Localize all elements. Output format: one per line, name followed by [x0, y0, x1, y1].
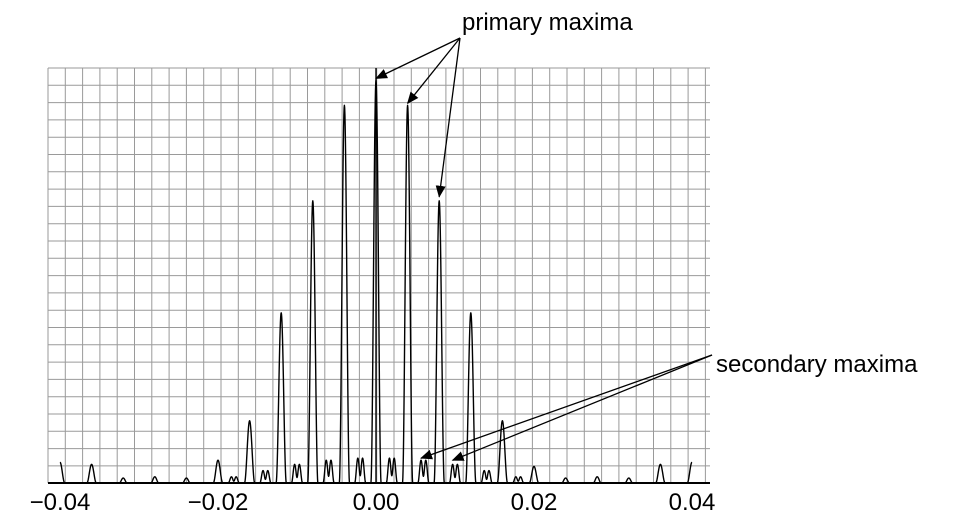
secondary-maximum-point	[235, 476, 237, 478]
primary-maximum-point	[438, 200, 440, 202]
minor-maximum-point	[533, 466, 535, 468]
primary-maximum-point	[375, 80, 377, 82]
secondary-maximum-point	[389, 457, 391, 459]
secondary-maximum-point	[452, 464, 454, 466]
secondary-maximum-point	[488, 470, 490, 472]
secondary-maxima-label: secondary maxima	[716, 351, 918, 378]
secondary-maximum-point	[330, 459, 332, 461]
intensity-curve	[59, 79, 693, 484]
minor-maximum-point	[186, 477, 188, 479]
secondary-maximum-point	[294, 464, 296, 466]
x-tick-label: 0.02	[511, 489, 558, 516]
primary-maximum-point	[312, 200, 314, 202]
x-tick-label: −0.02	[188, 489, 249, 516]
secondary-maximum-point	[325, 459, 327, 461]
annotation-arrow	[375, 37, 461, 79]
primary-maximum-point	[344, 105, 346, 107]
annotation-arrow	[435, 37, 461, 198]
grid	[47, 67, 710, 483]
minor-maximum-point	[122, 477, 124, 479]
secondary-maximum-point	[425, 459, 427, 461]
secondary-maximum-point	[457, 464, 459, 466]
primary-maximum-point	[407, 105, 409, 107]
secondary-maximum-point	[267, 470, 269, 472]
x-tick-label: 0.00	[353, 489, 400, 516]
secondary-maximum-point	[299, 464, 301, 466]
secondary-maximum-point	[231, 476, 233, 478]
secondary-maximum-point	[420, 459, 422, 461]
secondary-maximum-point	[515, 476, 517, 478]
minor-maximum-point	[691, 462, 693, 464]
minor-maximum-point	[596, 476, 598, 478]
secondary-maximum-point	[357, 457, 359, 459]
primary-maximum-point	[470, 312, 472, 314]
primary-maximum-point	[502, 420, 504, 422]
primary-maximum-point	[280, 312, 282, 314]
x-tick-labels: −0.04 −0.02 0.00 0.02 0.04	[30, 489, 716, 516]
minor-maximum-point	[217, 459, 219, 461]
primary-maxima-label: primary maxima	[462, 9, 633, 36]
minor-maximum-point	[59, 462, 61, 464]
minor-maximum-point	[628, 477, 630, 479]
annotation-arrow	[420, 354, 713, 460]
secondary-maximum-point	[362, 457, 364, 459]
minor-maximum-point	[91, 464, 93, 466]
annotations: primary maxima secondary maxima	[375, 9, 918, 461]
x-tick-label: 0.04	[669, 489, 716, 516]
primary-maximum-point	[249, 420, 251, 422]
minor-maximum-point	[154, 476, 156, 478]
annotation-arrow	[451, 354, 713, 461]
secondary-maximum-point	[393, 457, 395, 459]
minor-maximum-point	[565, 477, 567, 479]
minor-maximum-point	[660, 464, 662, 466]
secondary-maximum-point	[483, 470, 485, 472]
secondary-maximum-point	[520, 476, 522, 478]
annotation-arrow	[406, 37, 461, 105]
secondary-maximum-point	[262, 470, 264, 472]
x-tick-label: −0.04	[30, 489, 91, 516]
